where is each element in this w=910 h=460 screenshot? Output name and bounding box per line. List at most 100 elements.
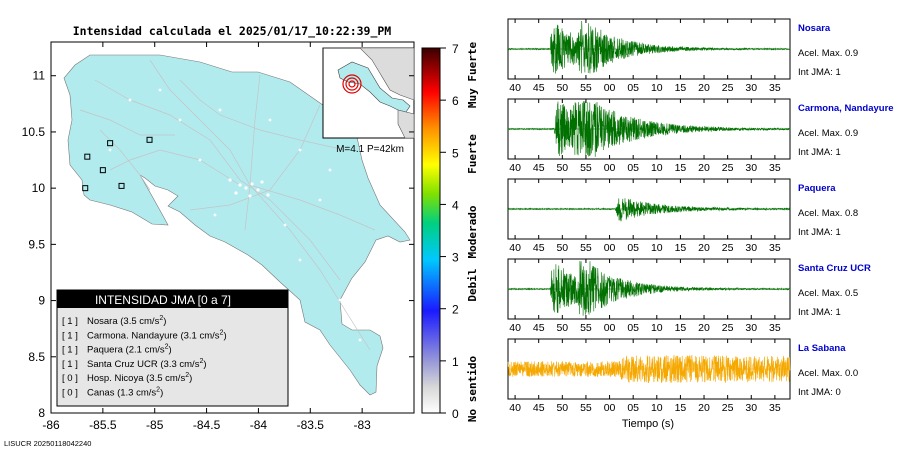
colorbar-tick-label: 7 [452, 42, 459, 56]
waveform-tick-label: 45 [533, 82, 545, 94]
legend-entry-close: ) [223, 330, 226, 341]
station-acel-max: Acel. Max. 0.9 [798, 48, 858, 59]
map-y-tick-label: 8 [38, 406, 45, 420]
station-int-jma: Int JMA: 1 [798, 67, 841, 78]
waveform-tick-label: 50 [556, 82, 568, 94]
station-marker [118, 182, 125, 189]
station-acel-max: Acel. Max. 0.5 [798, 288, 858, 299]
waveform-trace [507, 100, 791, 157]
waveform-tick-label: 05 [627, 402, 639, 414]
waveform-tick-label: 40 [509, 162, 521, 174]
inset-land-north [323, 47, 415, 101]
legend-entry-name: Canas (1.3 cm/s [87, 388, 156, 399]
waveform-tick-label: 25 [722, 242, 734, 254]
waveform-tick-label: 20 [698, 242, 710, 254]
station-marker [82, 185, 89, 192]
waveform-tick-label: 30 [745, 242, 757, 254]
legend-entry-close: ) [160, 388, 163, 399]
waveform-tick-label: 10 [651, 242, 663, 254]
waveform-tick-label: 20 [698, 82, 710, 94]
map-x-tick-label: -83 [353, 418, 371, 432]
waveform-tick-label: 40 [509, 322, 521, 334]
colorbar-tick-label: 2 [452, 303, 459, 317]
colorbar-class-label: Fuerte [466, 134, 479, 174]
map-x-tick-label: -85.5 [89, 418, 117, 432]
waveform-panel: 40 45 50 55 00 05 10 15 20 25 30 35 La Sabana Acel. M… [507, 338, 858, 414]
waveform-tick-label: 10 [651, 82, 663, 94]
waveform-tick-label: 50 [556, 242, 568, 254]
legend-entry-code: [ 1 ] [62, 316, 78, 327]
waveform-tick-label: 40 [509, 402, 521, 414]
waveform-tick-label: 20 [698, 322, 710, 334]
waveform-tick-label: 55 [580, 162, 592, 174]
colorbar-tick-label: 3 [452, 251, 459, 265]
waveform-panels: 40 45 50 55 00 05 10 15 20 25 30 35 Nosara Acel. Max.… [507, 18, 894, 414]
waveform-tick-label: 05 [627, 242, 639, 254]
waveform-tick-label: 00 [604, 82, 616, 94]
legend-entry-close: ) [189, 373, 192, 384]
waveform-tick-label: 00 [604, 322, 616, 334]
waveform-tick-label: 40 [509, 82, 521, 94]
station-marker [107, 140, 114, 147]
waveform-tick-label: 50 [556, 162, 568, 174]
waveform-tick-label: 55 [580, 82, 592, 94]
waveform-tick-label: 55 [580, 402, 592, 414]
waveform-tick-label: 15 [675, 82, 687, 94]
station-name: Nosara [798, 23, 831, 34]
station-markers [82, 136, 153, 192]
inset-label: M=4.1 P=42km [336, 144, 404, 155]
legend-entries: [ 1 ] Nosara (3.5 cm/s2)[ 1 ] Carmona. Nan… [62, 315, 227, 399]
legend-entry-code: [ 1 ] [62, 345, 78, 356]
legend-entry-label: Santa Cruz UCR (3.3 cm/s2) [87, 358, 207, 370]
waveform-tick-label: 45 [533, 402, 545, 414]
station-marker [84, 153, 91, 160]
legend-entry-close: ) [163, 316, 166, 327]
map-x-axis: -86 -85.5 -85 -84.5 -84 -83.5 -83 [42, 42, 371, 432]
legend-entry-code: [ 1 ] [62, 330, 78, 341]
waveform-panel: 40 45 50 55 00 05 10 15 20 25 30 35 Nosara Acel. Max.… [507, 18, 858, 94]
colorbar-tick-label: 1 [452, 355, 459, 369]
waveform-tick-label: 15 [675, 322, 687, 334]
waveform-tick-label: 45 [533, 162, 545, 174]
legend-entry-sup: 2 [220, 329, 224, 336]
legend-entry-name: Nosara (3.5 cm/s [87, 316, 160, 327]
legend-entry-name: Santa Cruz UCR (3.3 cm/s [87, 359, 200, 370]
waveform-tick-label: 35 [769, 162, 781, 174]
map-x-tick-label: -85 [146, 418, 164, 432]
colorbar-tick-label: 5 [452, 146, 459, 160]
colorbar-class-label: Moderado [466, 205, 479, 258]
legend-header-bar [57, 290, 288, 308]
legend-entry-label: Carmona. Nandayure (3.1 cm/s2) [87, 329, 227, 341]
legend-entry-close: ) [169, 345, 172, 356]
inset-map: M=4.1 P=42km [322, 47, 415, 155]
waveform-tick-label: 55 [580, 242, 592, 254]
map-x-tick-label: -84 [250, 418, 268, 432]
waveform-tick-label: 20 [698, 162, 710, 174]
waveform-tick-label: 35 [769, 402, 781, 414]
waveform-tick-label: 25 [722, 82, 734, 94]
legend-entry-sup: 2 [165, 344, 169, 351]
waveform-panel: 40 45 50 55 00 05 10 15 20 25 30 35 Paquera Acel. Max… [507, 178, 858, 254]
city-dots [108, 88, 362, 342]
waveform-trace [507, 20, 791, 74]
colorbar-class-label: No sentido [466, 356, 479, 423]
footer-id: LISUCR 20250118042240 [4, 439, 91, 448]
colorbar-tick-label: 0 [452, 407, 459, 421]
waveform-tick-label: 30 [745, 82, 757, 94]
colorbar-labels: No sentido Debil Moderado Fuerte Muy Fuerte [466, 42, 479, 423]
waveform-tick-label: 50 [556, 402, 568, 414]
station-int-jma: Int JMA: 1 [798, 147, 841, 158]
epicenter-marker [342, 74, 362, 94]
colorbar-class-label: Muy Fuerte [466, 42, 479, 109]
map-x-tick-label: -84.5 [193, 418, 221, 432]
intensity-map: M=4.1 P=42km -86 -85.5 -85 -84.5 -84 -83.5 -83… [22, 41, 415, 432]
waveform-tick-label: 00 [604, 402, 616, 414]
legend-entry-sup: 2 [159, 315, 163, 322]
waveform-tick-label: 05 [627, 82, 639, 94]
waveform-tick-label: 10 [651, 322, 663, 334]
map-y-tick-label: 10.5 [22, 125, 46, 139]
legend-header: INTENSIDAD JMA [0 a 7] [95, 293, 231, 307]
waveform-tick-label: 00 [604, 242, 616, 254]
waveform-tick-label: 30 [745, 402, 757, 414]
map-y-tick-label: 9.5 [28, 237, 45, 251]
